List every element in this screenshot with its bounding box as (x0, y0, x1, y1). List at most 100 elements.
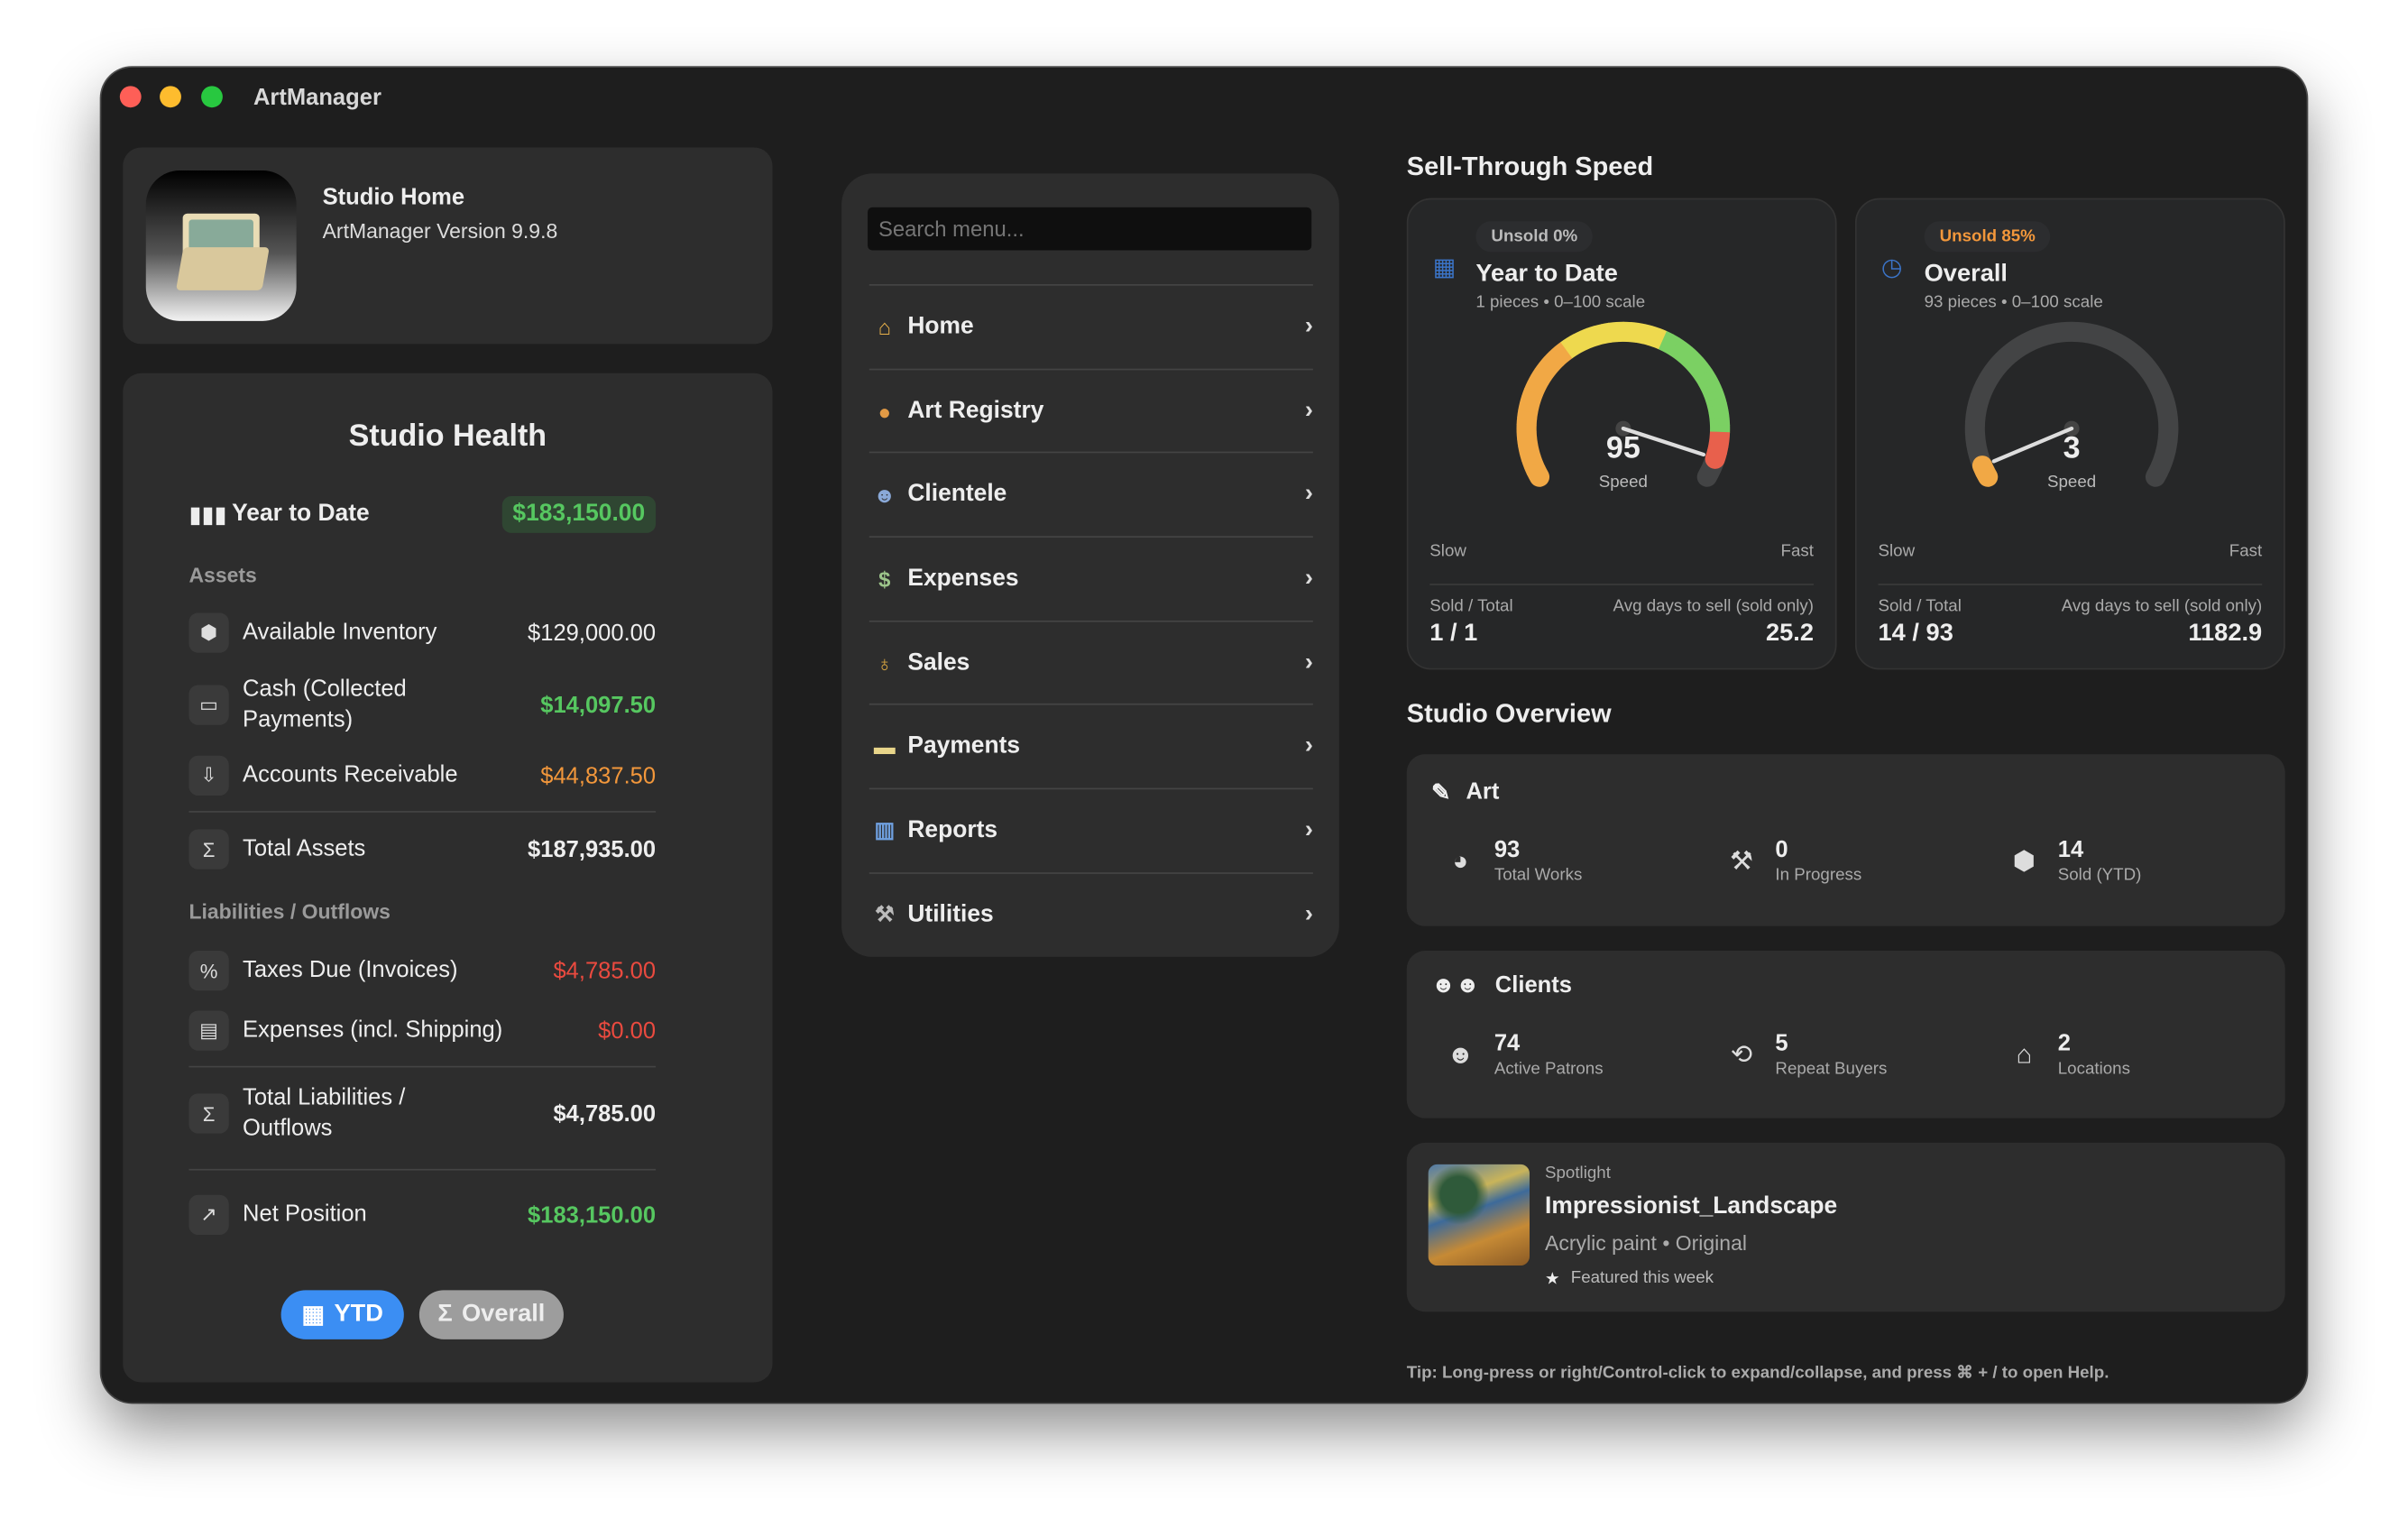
bar-chart-icon: ▥ (874, 816, 896, 842)
gauge-fill-segment (1709, 417, 1731, 427)
help-tip: Tip: Long-press or right/Control-click t… (1406, 1364, 2109, 1383)
palette-icon: ● (878, 398, 892, 424)
net-position-label: Net Position (243, 1201, 367, 1228)
gauge-subtitle: 93 pieces • 0–100 scale (1924, 293, 2103, 312)
studio-health-title: Studio Health (348, 419, 547, 454)
fast-label: Fast (1780, 542, 1815, 561)
zoom-window-button[interactable] (201, 86, 223, 108)
asset-row: ⇩ Accounts Receivable $44,837.50 (188, 755, 657, 796)
minimize-window-button[interactable] (160, 86, 181, 108)
featured-label: Featured this week (1570, 1268, 1714, 1287)
gauge-fill-segment (1701, 382, 1723, 397)
ytd-toggle-label: YTD (334, 1301, 383, 1328)
gauge-fill-segment (1554, 341, 1573, 363)
bar-chart-icon: ▮▮▮ (188, 502, 227, 529)
asset-value: $44,837.50 (540, 762, 657, 789)
menu-item-label: Sales (907, 649, 970, 676)
sell-through-title: Sell-Through Speed (1406, 152, 1654, 181)
liability-row: % Taxes Due (Invoices) $4,785.00 (188, 951, 657, 991)
money-wings-icon: $ (878, 566, 891, 591)
total-assets-row: Σ Total Assets $187,935.00 (188, 829, 657, 870)
menu-item-label: Payments (907, 732, 1021, 759)
menu-item-art-registry[interactable]: ● Art Registry › (869, 368, 1313, 452)
studio-health-card: Studio Health ▮▮▮ Year to Date $183,150.… (123, 373, 773, 1383)
app-window: ArtManager Studio Home ArtManager Versio… (101, 67, 2307, 1403)
people-icon: ☻ (1447, 1038, 1475, 1069)
gauge-fill-segment (1705, 441, 1728, 469)
liabilities-heading: Liabilities / Outflows (188, 899, 391, 924)
total-liabilities-label: Total Liabilities / Outflows (243, 1084, 406, 1142)
menu-item-utilities[interactable]: ⚒ Utilities › (869, 872, 1313, 955)
liability-label: Taxes Due (Invoices) (243, 956, 458, 983)
menu-item-sales[interactable]: ♁ Sales › (869, 620, 1313, 704)
stat-sold-ytd: ⬢ 14 Sold (YTD) (2004, 837, 2142, 885)
stat-in-progress: ⚒ 0 In Progress (1722, 837, 1861, 885)
tray-download-icon: ⇩ (188, 755, 229, 796)
art-overview-card[interactable]: ✎ Art ◕ 93 Total Works ⚒ 0 In Progress ⬢ 14 Sol… (1406, 754, 2285, 926)
artwork-thumbnail[interactable] (1428, 1164, 1530, 1266)
divider (1878, 584, 2263, 585)
spotlight-title: Impressionist_Landscape (1545, 1193, 1838, 1220)
total-assets-value: $187,935.00 (528, 836, 657, 863)
calendar-clock-icon: ▦ (1432, 254, 1457, 281)
unsold-badge: Unsold 85% (1924, 221, 2051, 253)
menu-item-expenses[interactable]: $ Expenses › (869, 536, 1313, 619)
people-icon: ☻ (873, 481, 896, 507)
net-position-row: ↗ Net Position $183,150.00 (188, 1194, 656, 1236)
palette-icon: ◕ (1452, 845, 1469, 875)
menu-item-home[interactable]: ⌂ Home › (869, 284, 1313, 367)
stat-repeat-buyers: ⟲ 5 Repeat Buyers (1722, 1031, 1887, 1079)
asset-label: Available Inventory (243, 619, 437, 646)
gauge-fill-segment (1971, 456, 1996, 482)
ytd-value: $183,150.00 (501, 496, 657, 533)
overall-toggle-button[interactable]: Σ Overall (418, 1290, 564, 1339)
menu-item-clientele[interactable]: ☻ Clientele › (869, 451, 1313, 535)
ytd-label: Year to Date (232, 501, 370, 528)
gauge-needle (1991, 426, 2074, 464)
gauge-fill-segment (1641, 324, 1654, 345)
ytd-toggle-button[interactable]: ▦ YTD (280, 1290, 404, 1339)
gauge-speed-label: Speed (1598, 473, 1648, 492)
gauge-speed-label: Speed (2046, 473, 2097, 492)
gauge-fill-segment (1652, 327, 1668, 350)
gauge-card-ytd: Unsold 0% ▦ Year to Date 1 pieces • 0–10… (1406, 198, 1837, 670)
gauge-fill-segment (1695, 368, 1716, 386)
close-window-button[interactable] (119, 86, 142, 108)
clients-overview-card[interactable]: ☻☻ Clients ☻ 74 Active Patrons ⟲ 5 Repeat Buy… (1406, 951, 2285, 1118)
menu-item-reports[interactable]: ▥ Reports › (869, 787, 1313, 871)
asset-label: Cash (Collected Payments) (243, 676, 407, 733)
sold-total-value: 14 / 93 (1878, 620, 1953, 647)
total-liabilities-value: $4,785.00 (553, 1100, 657, 1127)
gauge-fill-segment (1579, 327, 1595, 350)
gauge-fill-segment (1594, 324, 1606, 345)
gauge-fill-segment (1707, 402, 1729, 414)
gauge-fill-segment (1534, 362, 1556, 381)
gauge-icon: ◷ (1880, 254, 1903, 281)
avg-days-value: 25.2 (1765, 620, 1815, 647)
gauge-fill-segment (1629, 322, 1639, 343)
percent-icon: % (188, 951, 229, 991)
liability-value: $4,785.00 (553, 957, 657, 984)
gauge-fill-segment (1560, 337, 1578, 359)
gauge-fill-segment (1663, 334, 1681, 355)
building-columns-icon: ⌂ (2016, 1038, 2033, 1069)
menu-item-payments[interactable]: ▬ Payments › (869, 703, 1313, 787)
gauge-fill-segment (1698, 374, 1720, 391)
chevron-right-icon: › (1304, 649, 1313, 676)
chevron-right-icon: › (1304, 900, 1313, 927)
gauge-fill-segment (1524, 381, 1546, 397)
total-liabilities-row: Σ Total Liabilities / Outflows $4,785.00 (188, 1082, 656, 1144)
slow-label: Slow (1878, 542, 1916, 561)
header-title: Studio Home (322, 184, 465, 211)
gauge-fill-segment (1608, 321, 1618, 343)
search-menu-input[interactable] (868, 207, 1312, 251)
house-icon: ⌂ (878, 314, 892, 339)
art-title: Art (1466, 778, 1500, 805)
spotlight-card[interactable]: Spotlight Impressionist_Landscape Acryli… (1406, 1142, 2285, 1312)
divider (1429, 584, 1815, 585)
gauge-fill-segment (1658, 330, 1674, 353)
gauge-card-overall: Unsold 85% ◷ Overall 93 pieces • 0–100 s… (1854, 198, 2285, 670)
gauge-fill-segment (1708, 410, 1730, 420)
chevron-right-icon: › (1304, 732, 1313, 759)
liability-row: ▤ Expenses (incl. Shipping) $0.00 (188, 1010, 656, 1051)
